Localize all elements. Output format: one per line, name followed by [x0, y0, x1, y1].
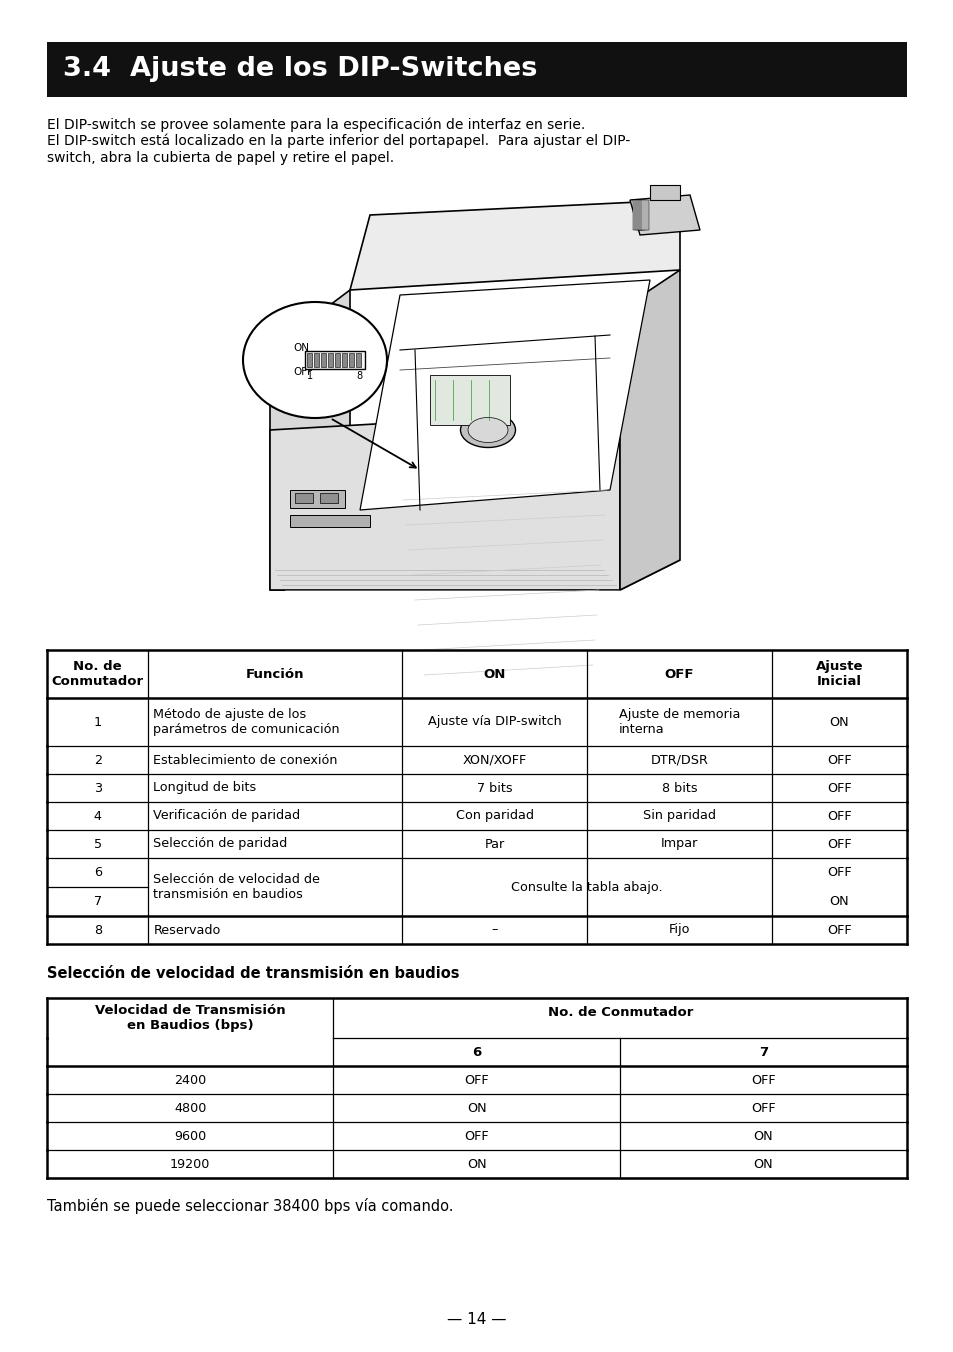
Text: OFF: OFF: [464, 1073, 488, 1087]
Ellipse shape: [468, 418, 507, 442]
Bar: [335, 353, 339, 366]
Ellipse shape: [460, 412, 515, 448]
Text: 7: 7: [93, 895, 102, 909]
Text: Selección de velocidad de transmisión en baudios: Selección de velocidad de transmisión en…: [47, 965, 459, 982]
Text: 1: 1: [307, 370, 313, 381]
Bar: [637, 200, 644, 230]
Bar: [320, 353, 326, 366]
Text: No. de
Conmutador: No. de Conmutador: [51, 660, 144, 688]
Polygon shape: [270, 289, 350, 589]
Text: Ajuste
Inicial: Ajuste Inicial: [815, 660, 862, 688]
Bar: [349, 353, 354, 366]
Polygon shape: [270, 560, 679, 589]
Ellipse shape: [243, 301, 387, 418]
Bar: [635, 200, 642, 230]
Text: ON: ON: [829, 895, 848, 909]
Text: 1: 1: [93, 715, 102, 729]
Bar: [305, 352, 365, 369]
Text: 7 bits: 7 bits: [476, 781, 512, 795]
Text: Velocidad de Transmisión
en Baudios (bps): Velocidad de Transmisión en Baudios (bps…: [94, 1005, 285, 1032]
Text: Establecimiento de conexión: Establecimiento de conexión: [153, 753, 337, 767]
Text: ON: ON: [753, 1157, 772, 1171]
Text: 4800: 4800: [173, 1102, 206, 1114]
Text: 6: 6: [472, 1045, 480, 1059]
Text: OFF: OFF: [826, 837, 851, 850]
Bar: [355, 353, 360, 366]
Text: Ajuste de memoria
interna: Ajuste de memoria interna: [618, 708, 740, 735]
Text: ON: ON: [829, 715, 848, 729]
Text: Selección de velocidad de
transmisión en baudios: Selección de velocidad de transmisión en…: [153, 873, 320, 900]
Text: También se puede seleccionar 38400 bps vía comando.: También se puede seleccionar 38400 bps v…: [47, 1198, 453, 1214]
Text: Reservado: Reservado: [153, 923, 221, 937]
Bar: [649, 185, 679, 200]
Polygon shape: [270, 410, 619, 589]
Text: 8: 8: [93, 923, 102, 937]
Bar: [633, 200, 640, 230]
Bar: [314, 353, 318, 366]
Text: –: –: [491, 923, 497, 937]
Text: Sin paridad: Sin paridad: [642, 810, 716, 822]
Text: El DIP-switch está localizado en la parte inferior del portapapel.  Para ajustar: El DIP-switch está localizado en la part…: [47, 134, 630, 149]
Text: 4: 4: [93, 810, 102, 822]
Bar: [430, 375, 510, 425]
Polygon shape: [350, 200, 679, 289]
Text: ON: ON: [293, 343, 309, 353]
Text: ON: ON: [753, 1129, 772, 1142]
Text: 7: 7: [758, 1045, 767, 1059]
Bar: [290, 489, 345, 508]
Text: Impar: Impar: [660, 837, 698, 850]
Text: Fijo: Fijo: [668, 923, 690, 937]
Text: OFF: OFF: [826, 923, 851, 937]
Text: OFF: OFF: [464, 1129, 488, 1142]
Text: Ajuste vía DIP-switch: Ajuste vía DIP-switch: [427, 715, 561, 729]
Bar: [307, 353, 312, 366]
Text: El DIP-switch se provee solamente para la especificación de interfaz en serie.: El DIP-switch se provee solamente para l…: [47, 118, 584, 131]
Text: 5: 5: [93, 837, 102, 850]
Text: OFF: OFF: [664, 668, 694, 680]
Text: OFF: OFF: [826, 753, 851, 767]
Text: ON: ON: [466, 1157, 486, 1171]
Text: — 14 —: — 14 —: [447, 1313, 506, 1328]
Text: Con paridad: Con paridad: [456, 810, 533, 822]
Text: OFF: OFF: [826, 810, 851, 822]
Text: Longitud de bits: Longitud de bits: [153, 781, 256, 795]
Text: Consulte la tabla abajo.: Consulte la tabla abajo.: [511, 880, 662, 894]
Bar: [47, 42, 906, 97]
Text: switch, abra la cubierta de papel y retire el papel.: switch, abra la cubierta de papel y reti…: [47, 151, 394, 165]
Text: 2400: 2400: [173, 1073, 206, 1087]
Text: Par: Par: [484, 837, 504, 850]
Text: OFF: OFF: [750, 1102, 775, 1114]
Bar: [640, 200, 648, 230]
Text: Función: Función: [246, 668, 304, 680]
Polygon shape: [619, 270, 679, 589]
Text: ON: ON: [466, 1102, 486, 1114]
Text: 6: 6: [93, 867, 102, 879]
Text: OFF: OFF: [750, 1073, 775, 1087]
Bar: [328, 353, 333, 366]
Polygon shape: [629, 195, 700, 235]
Bar: [341, 353, 347, 366]
Text: OFF: OFF: [826, 867, 851, 879]
Bar: [290, 515, 370, 527]
Text: 3: 3: [93, 781, 102, 795]
Text: 3.4  Ajuste de los DIP-Switches: 3.4 Ajuste de los DIP-Switches: [63, 57, 537, 82]
Bar: [639, 200, 646, 230]
Text: DTR/DSR: DTR/DSR: [650, 753, 708, 767]
Text: 8: 8: [356, 370, 363, 381]
Text: OFF: OFF: [826, 781, 851, 795]
Text: No. de Conmutador: No. de Conmutador: [547, 1006, 692, 1018]
Bar: [294, 493, 313, 503]
Text: Selección de paridad: Selección de paridad: [153, 837, 288, 850]
Text: Método de ajuste de los
parámetros de comunicación: Método de ajuste de los parámetros de co…: [153, 708, 340, 735]
Text: XON/XOFF: XON/XOFF: [462, 753, 526, 767]
Text: Verificación de paridad: Verificación de paridad: [153, 810, 300, 822]
Text: 19200: 19200: [170, 1157, 211, 1171]
Text: 9600: 9600: [173, 1129, 206, 1142]
Text: 2: 2: [93, 753, 102, 767]
Text: OFF: OFF: [293, 366, 313, 377]
Bar: [319, 493, 337, 503]
Text: ON: ON: [483, 668, 505, 680]
Polygon shape: [359, 280, 649, 510]
Text: 8 bits: 8 bits: [661, 781, 697, 795]
